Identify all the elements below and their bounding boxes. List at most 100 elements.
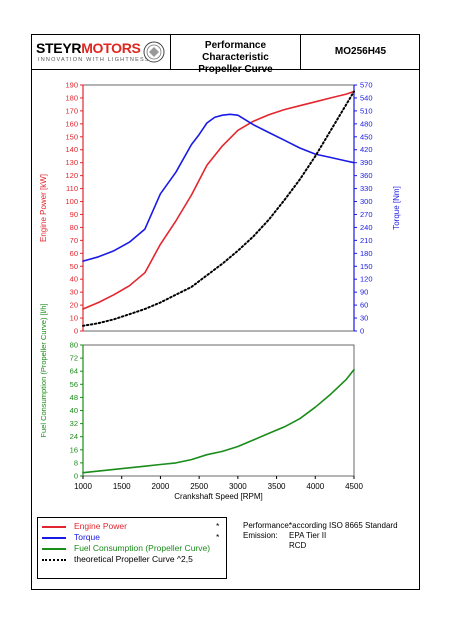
torque-axis-tick-label: 150 <box>360 262 373 271</box>
x-axis-tick-label: 2500 <box>190 482 208 491</box>
logo-badge-icon <box>143 41 165 63</box>
logo-tagline: INNOVATION WITH LIGHTNESS <box>38 57 150 63</box>
x-axis-tick-label: 3500 <box>268 482 286 491</box>
page-frame <box>31 34 420 590</box>
torque-axis-tick-label: 90 <box>360 288 368 297</box>
power-axis-tick-label: 10 <box>70 314 78 323</box>
page-title: Performance Characteristic Propeller Cur… <box>171 40 300 76</box>
performance-value: *according ISO 8665 Standard <box>289 521 398 530</box>
torque-axis-tick-label: 270 <box>360 210 373 219</box>
series-line-engine-power <box>82 90 355 310</box>
fuel-axis-tick-label: 0 <box>74 472 78 481</box>
steyr-motors-logo: STEYRMOTORS INNOVATION WITH LIGHTNESS <box>36 40 166 66</box>
model-number: MO256H45 <box>334 46 387 57</box>
power-axis-label: Engine Power [kW] <box>39 174 48 242</box>
torque-axis-tick-label: 0 <box>360 327 364 336</box>
power-axis-tick-label: 0 <box>74 327 78 336</box>
power-axis-tick-label: 80 <box>70 223 78 232</box>
fuel-axis-tick-label: 24 <box>70 432 78 441</box>
x-axis-tick-label: 1000 <box>74 482 92 491</box>
torque-axis-tick-label: 510 <box>360 106 373 115</box>
torque-axis-tick-label: 300 <box>360 197 373 206</box>
power-axis-tick-label: 70 <box>70 236 78 245</box>
fuel-axis-tick-label: 64 <box>70 367 78 376</box>
emission-label: Emission: <box>243 531 278 540</box>
series-line-torque <box>82 113 355 262</box>
legend-label: Torque <box>74 532 100 542</box>
torque-axis-tick-label: 420 <box>360 145 373 154</box>
x-axis-tick-label: 2000 <box>152 482 170 491</box>
power-axis-tick-label: 60 <box>70 249 78 258</box>
torque-axis-tick-label: 30 <box>360 314 368 323</box>
torque-axis-tick-label: 390 <box>360 158 373 167</box>
upper-plot-frame <box>82 84 355 332</box>
torque-axis-tick-label: 120 <box>360 275 373 284</box>
torque-axis-tick-label: 210 <box>360 236 373 245</box>
legend-star: * <box>216 532 220 542</box>
lower-plot-frame <box>82 344 355 477</box>
legend-swatch <box>42 537 66 539</box>
header-divider <box>300 34 301 70</box>
x-axis-tick-label: 4500 <box>345 482 363 491</box>
fuel-axis-tick-label: 32 <box>70 419 78 428</box>
torque-axis-tick-label: 360 <box>360 171 373 180</box>
emission-value: EPA Tier II <box>289 531 327 540</box>
power-axis-tick-label: 50 <box>70 262 78 271</box>
power-axis-tick-label: 90 <box>70 210 78 219</box>
legend-label: theoretical Propeller Curve ^2,5 <box>74 554 193 564</box>
torque-axis-label: Torque [Nm] <box>392 186 401 230</box>
torque-axis-tick-label: 330 <box>360 184 373 193</box>
legend-label: Fuel Consumption (Propeller Curve) <box>74 543 211 553</box>
power-axis-tick-label: 100 <box>65 197 78 206</box>
title-line-2: Propeller Curve <box>198 64 273 75</box>
fuel-axis-tick-label: 8 <box>74 458 78 467</box>
power-axis-tick-label: 110 <box>66 184 78 193</box>
fuel-axis-tick-label: 80 <box>70 341 78 350</box>
header-divider <box>170 34 171 70</box>
x-axis-tick-label: 3000 <box>229 482 247 491</box>
power-axis-tick-label: 130 <box>65 158 78 167</box>
torque-axis-tick-label: 450 <box>360 132 373 141</box>
power-axis-tick-label: 20 <box>70 301 78 310</box>
torque-axis-tick-label: 60 <box>360 301 368 310</box>
power-axis-tick-label: 170 <box>65 106 78 115</box>
title-line-1: Performance Characteristic <box>202 40 269 63</box>
torque-axis-tick-label: 570 <box>360 81 373 90</box>
fuel-axis-tick-label: 40 <box>70 406 78 415</box>
torque-axis-tick-label: 540 <box>360 93 373 102</box>
legend: Engine Power * Torque * Fuel Consumption… <box>37 517 227 579</box>
legend-swatch <box>42 548 66 550</box>
fuel-axis-tick-label: 48 <box>70 393 78 402</box>
power-axis-tick-label: 120 <box>65 171 78 180</box>
logo-wordmark: STEYRMOTORS <box>36 40 141 56</box>
torque-axis-tick-label: 480 <box>360 119 373 128</box>
power-axis-tick-label: 30 <box>70 288 78 297</box>
fuel-axis-tick-label: 72 <box>70 354 78 363</box>
x-axis-tick-label: 4000 <box>306 482 324 491</box>
series-line-theoretical-propeller-curve-2-5 <box>82 90 355 327</box>
x-axis-label: Crankshaft Speed [RPM] <box>174 492 262 501</box>
power-axis-tick-label: 140 <box>65 145 78 154</box>
power-axis-tick-label: 160 <box>65 119 78 128</box>
power-axis-tick-label: 190 <box>65 81 78 90</box>
legend-label: Engine Power <box>74 521 127 531</box>
emission-value-rcd: RCD <box>289 541 307 550</box>
performance-label: Performance: <box>243 521 292 530</box>
series-line-fuel-consumption-propeller-curve <box>82 368 355 474</box>
fuel-axis-label: Fuel Consumption (Propeller Curve) [l/h] <box>39 303 48 437</box>
header-divider <box>31 69 420 70</box>
fuel-axis-tick-label: 56 <box>70 380 78 389</box>
torque-axis-tick-label: 240 <box>360 223 373 232</box>
power-axis-tick-label: 150 <box>65 132 78 141</box>
logo-steyr-text: STEYR <box>36 40 82 56</box>
legend-swatch <box>42 559 66 561</box>
x-axis-tick-label: 1500 <box>113 482 131 491</box>
fuel-axis-tick-label: 16 <box>70 445 78 454</box>
legend-star: * <box>216 521 220 531</box>
legend-swatch <box>42 526 66 528</box>
logo-motors-text: MOTORS <box>81 40 141 56</box>
torque-axis-tick-label: 180 <box>360 249 373 258</box>
power-axis-tick-label: 180 <box>65 93 78 102</box>
power-axis-tick-label: 40 <box>70 275 78 284</box>
